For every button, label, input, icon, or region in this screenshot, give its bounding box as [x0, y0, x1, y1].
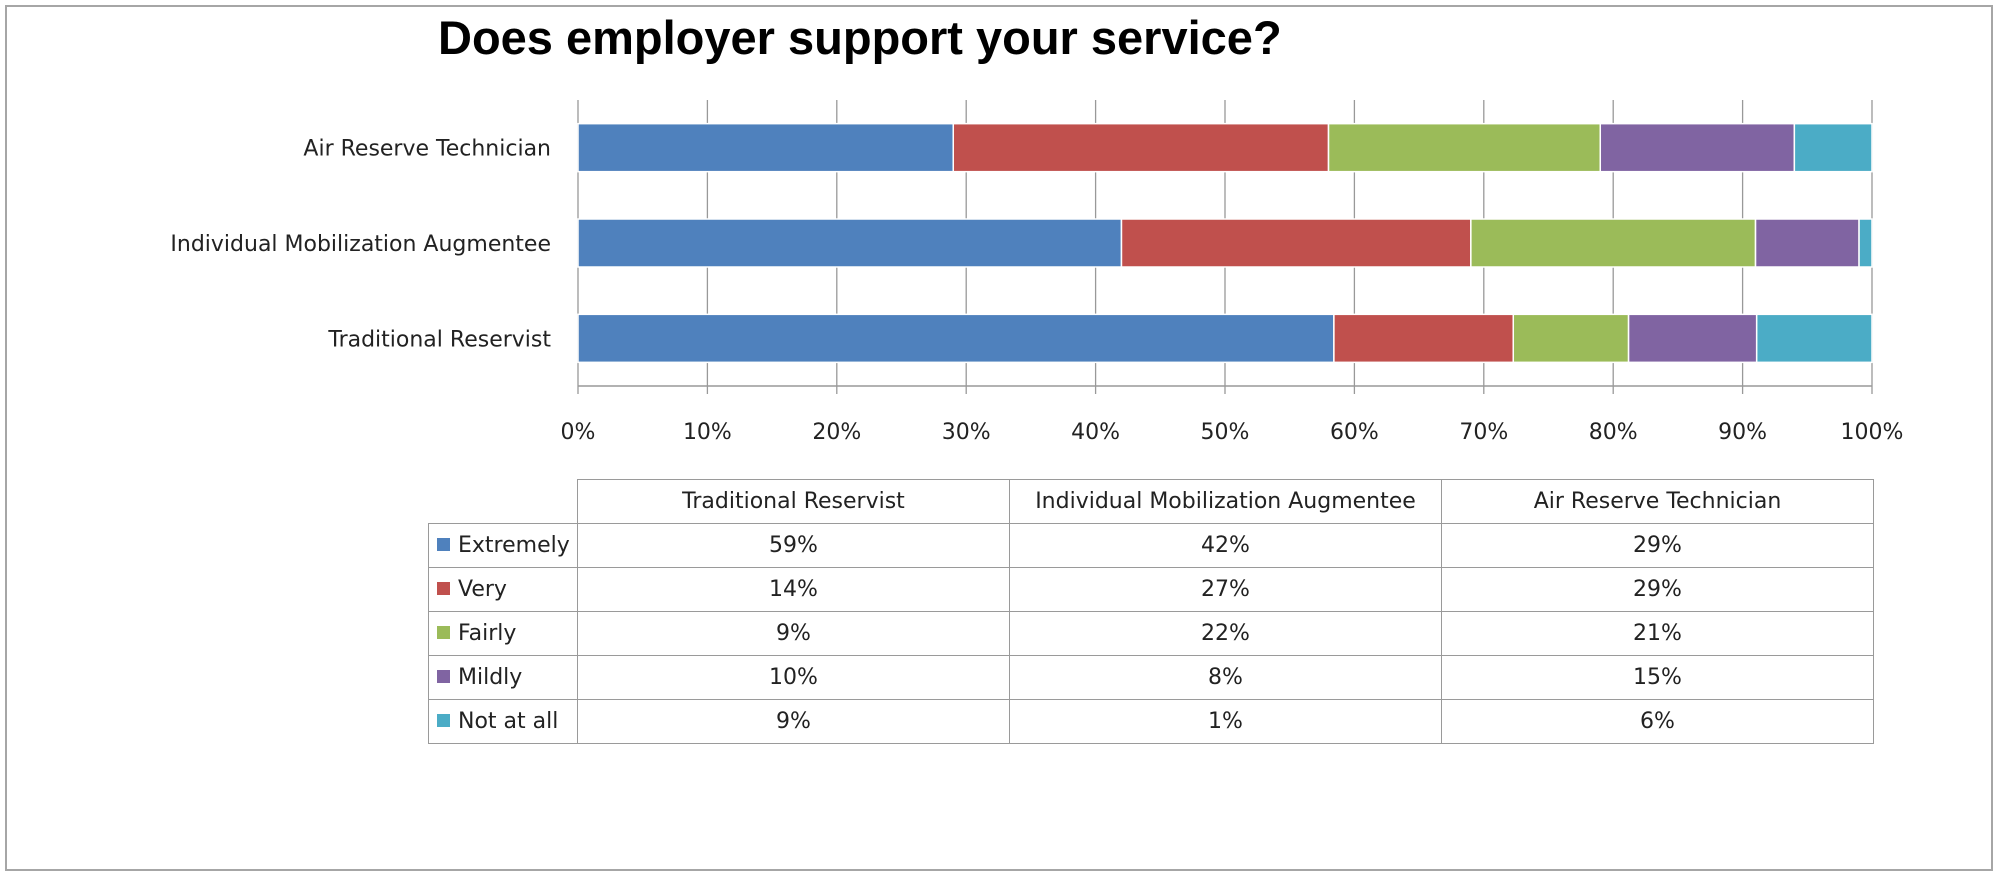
x-tick-label: 100%	[1841, 420, 1904, 445]
row-label: Extremely	[458, 533, 570, 558]
row-header: Extremely	[428, 523, 578, 568]
bar-segment	[577, 122, 955, 173]
legend-key-extremely	[437, 538, 450, 551]
bar-segment	[1599, 122, 1796, 173]
bar-segment	[577, 313, 1335, 364]
legend-key-fairly	[437, 626, 450, 639]
row-header: Fairly	[428, 611, 578, 656]
stacked-bar-chart: Air Reserve Technician Individual Mobiliz…	[170, 100, 1904, 445]
bar-segment	[1333, 313, 1515, 364]
table-cell: 9%	[577, 699, 1010, 744]
column-header: Individual Mobilization Augmentee	[1009, 479, 1442, 524]
x-tick-label: 30%	[942, 420, 991, 445]
bar-segment	[952, 122, 1330, 173]
x-tick-labels: 0% 10% 20% 30% 40% 50% 60% 70% 80% 90% 100%	[561, 420, 1904, 445]
chart-title: Does employer support your service?	[438, 11, 1282, 64]
bar-segment	[1327, 122, 1602, 173]
table-cell: 22%	[1009, 611, 1442, 656]
bar-segment	[1858, 218, 1873, 268]
table-cell: 29%	[1441, 567, 1874, 612]
table-cell: 14%	[577, 567, 1010, 612]
x-tick-label: 50%	[1201, 420, 1250, 445]
table-cell: 1%	[1009, 699, 1442, 744]
row-label: Mildly	[458, 665, 523, 690]
row-label: Fairly	[458, 621, 517, 646]
bar-segment	[1470, 218, 1757, 268]
x-tick-label: 40%	[1071, 420, 1120, 445]
x-tick-label: 90%	[1718, 420, 1767, 445]
bar-segment	[1793, 122, 1873, 173]
table-cell: 27%	[1009, 567, 1442, 612]
table-cell: 15%	[1441, 655, 1874, 700]
row-header: Mildly	[428, 655, 578, 700]
category-label: Traditional Reservist	[327, 327, 551, 352]
table-cell: 6%	[1441, 699, 1874, 744]
bar-segment	[1627, 313, 1758, 364]
table-row: Fairly 9% 22% 21%	[428, 611, 1874, 656]
table-cell: 10%	[577, 655, 1010, 700]
x-tick-label: 60%	[1330, 420, 1379, 445]
table-row: Extremely 59% 42% 29%	[428, 523, 1874, 568]
bar-segment	[1120, 218, 1472, 268]
legend-key-mildly	[437, 670, 450, 683]
x-tick-label: 80%	[1589, 420, 1638, 445]
row-label: Very	[458, 577, 507, 602]
table-row: Very 14% 27% 29%	[428, 567, 1874, 612]
row-header: Very	[428, 567, 578, 612]
x-tick-label: 20%	[812, 420, 861, 445]
table-row: Mildly 10% 8% 15%	[428, 655, 1874, 700]
legend-key-very	[437, 582, 450, 595]
row-header: Not at all	[428, 699, 578, 744]
row-label: Not at all	[458, 709, 559, 734]
bar-segment	[1755, 313, 1873, 364]
x-tick-label: 70%	[1459, 420, 1508, 445]
table-cell: 9%	[577, 611, 1010, 656]
category-label: Air Reserve Technician	[303, 137, 551, 162]
table-cell: 21%	[1441, 611, 1874, 656]
table-cell: 8%	[1009, 655, 1442, 700]
table-cell: 29%	[1441, 523, 1874, 568]
data-table: Traditional Reservist Individual Mobiliz…	[428, 479, 1874, 744]
bar-segment	[577, 218, 1123, 268]
column-header: Air Reserve Technician	[1441, 479, 1874, 524]
column-header: Traditional Reservist	[577, 479, 1010, 524]
table-row: Not at all 9% 1% 6%	[428, 699, 1874, 744]
x-tick-label: 10%	[683, 420, 732, 445]
category-labels: Air Reserve Technician Individual Mobiliz…	[170, 137, 551, 353]
category-label: Individual Mobilization Augmentee	[170, 232, 551, 257]
bar-segment	[1512, 313, 1630, 364]
bar-segment	[1754, 218, 1860, 268]
bars	[577, 122, 1873, 364]
table-cell: 59%	[577, 523, 1010, 568]
x-tick-label: 0%	[561, 420, 596, 445]
table-cell: 42%	[1009, 523, 1442, 568]
table-corner	[428, 479, 578, 524]
legend-key-not-at-all	[437, 714, 450, 727]
table-header-row: Traditional Reservist Individual Mobiliz…	[428, 479, 1874, 524]
